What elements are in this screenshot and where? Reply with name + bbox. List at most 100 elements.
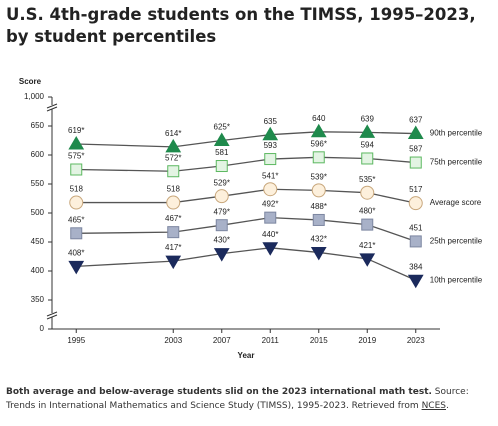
data-label: 492* bbox=[262, 200, 278, 209]
data-label: 384 bbox=[409, 262, 423, 271]
marker bbox=[359, 253, 376, 267]
y-tick-label: 650 bbox=[31, 121, 45, 130]
data-label: 596* bbox=[311, 139, 327, 148]
axis-break bbox=[46, 311, 58, 317]
data-label: 440* bbox=[262, 230, 278, 239]
data-label: 593 bbox=[264, 141, 278, 150]
data-label: 465* bbox=[68, 215, 84, 224]
data-label: 625* bbox=[214, 123, 230, 132]
data-label: 518 bbox=[167, 185, 181, 194]
marker bbox=[165, 138, 182, 153]
x-tick-label: 2015 bbox=[310, 336, 328, 345]
series-line bbox=[76, 247, 417, 281]
axis-break bbox=[46, 103, 58, 109]
y-tick-label: 0 bbox=[40, 324, 45, 333]
data-label: 517 bbox=[409, 185, 423, 194]
series-name: 10th percentile bbox=[430, 275, 483, 284]
data-label: 539* bbox=[311, 172, 327, 181]
data-label: 417* bbox=[165, 243, 181, 252]
marker bbox=[213, 132, 230, 146]
data-label: 535* bbox=[359, 175, 375, 184]
marker bbox=[167, 165, 180, 178]
x-tick-label: 2003 bbox=[164, 336, 182, 345]
x-axis-label: Year bbox=[238, 351, 255, 360]
data-label: 637 bbox=[409, 116, 423, 125]
marker bbox=[311, 183, 326, 198]
caption-lead: Both average and below-average students … bbox=[6, 387, 432, 397]
marker bbox=[68, 135, 85, 150]
marker bbox=[264, 153, 277, 166]
marker bbox=[215, 160, 228, 173]
marker bbox=[70, 163, 83, 176]
data-label: 635 bbox=[264, 117, 278, 126]
series-name: 25th percentile bbox=[430, 237, 483, 246]
y-tick-label: 350 bbox=[31, 295, 45, 304]
marker bbox=[215, 219, 228, 232]
data-label: 488* bbox=[311, 202, 327, 211]
marker bbox=[264, 211, 277, 224]
axis-break-gap bbox=[47, 105, 57, 109]
marker bbox=[407, 274, 424, 289]
data-label: 529* bbox=[214, 178, 230, 187]
marker bbox=[167, 226, 180, 239]
caption-end: . bbox=[446, 401, 449, 411]
series-name: 75th percentile bbox=[430, 158, 483, 167]
data-label: 639 bbox=[361, 114, 375, 123]
y-tick-label: 400 bbox=[31, 266, 45, 275]
chart: Score Year 0 350 400 450 500 550 600 650 1,000 1995… bbox=[19, 77, 483, 360]
data-label: 467* bbox=[165, 214, 181, 223]
y-tick-label: 600 bbox=[31, 150, 45, 159]
marker bbox=[409, 235, 422, 248]
marker bbox=[359, 124, 376, 138]
marker bbox=[213, 248, 230, 262]
x-tick-label: 2007 bbox=[213, 336, 231, 345]
marker bbox=[166, 195, 181, 210]
marker bbox=[407, 125, 424, 140]
data-label: 479* bbox=[214, 207, 230, 216]
data-label: 430* bbox=[214, 236, 230, 245]
y-tick-label: 500 bbox=[31, 208, 45, 217]
data-label: 432* bbox=[311, 235, 327, 244]
data-label: 408* bbox=[68, 248, 84, 257]
marker bbox=[361, 218, 374, 231]
marker bbox=[312, 151, 325, 164]
data-label: 587 bbox=[409, 145, 423, 154]
data-label: 480* bbox=[359, 207, 375, 216]
x-tick-label: 2019 bbox=[358, 336, 376, 345]
marker bbox=[70, 227, 83, 240]
data-label: 451 bbox=[409, 224, 423, 233]
marker bbox=[263, 182, 278, 197]
x-tick-label: 2011 bbox=[262, 336, 280, 345]
marker bbox=[312, 213, 325, 226]
caption-source: Source: Trends in International Mathemat… bbox=[6, 387, 469, 411]
data-label: 614* bbox=[165, 129, 181, 138]
axis-break-gap bbox=[47, 313, 57, 317]
x-tick-label: 2023 bbox=[407, 336, 425, 345]
data-label: 541* bbox=[262, 171, 278, 180]
y-axis-label: Score bbox=[19, 77, 42, 86]
data-label: 619* bbox=[68, 126, 84, 135]
marker bbox=[408, 196, 423, 211]
series-name: Average score bbox=[430, 198, 482, 207]
y-tick-label: 550 bbox=[31, 179, 45, 188]
marker bbox=[68, 260, 85, 275]
marker bbox=[165, 255, 182, 270]
marker bbox=[310, 123, 327, 138]
marker bbox=[310, 246, 327, 261]
data-label: 640 bbox=[312, 114, 326, 123]
marker bbox=[360, 185, 375, 200]
data-label: 572* bbox=[165, 153, 181, 162]
data-label: 421* bbox=[359, 241, 375, 250]
y-tick-label: 450 bbox=[31, 237, 45, 246]
data-label: 518 bbox=[70, 185, 84, 194]
axis-break bbox=[46, 314, 58, 320]
marker bbox=[214, 189, 229, 204]
data-label: 575* bbox=[68, 152, 84, 161]
source-link[interactable]: NCES bbox=[421, 401, 446, 411]
axis-break bbox=[46, 106, 58, 112]
marker bbox=[361, 152, 374, 165]
y-tick-label: 1,000 bbox=[24, 92, 45, 101]
marker bbox=[262, 126, 279, 141]
x-tick-label: 1995 bbox=[67, 336, 85, 345]
